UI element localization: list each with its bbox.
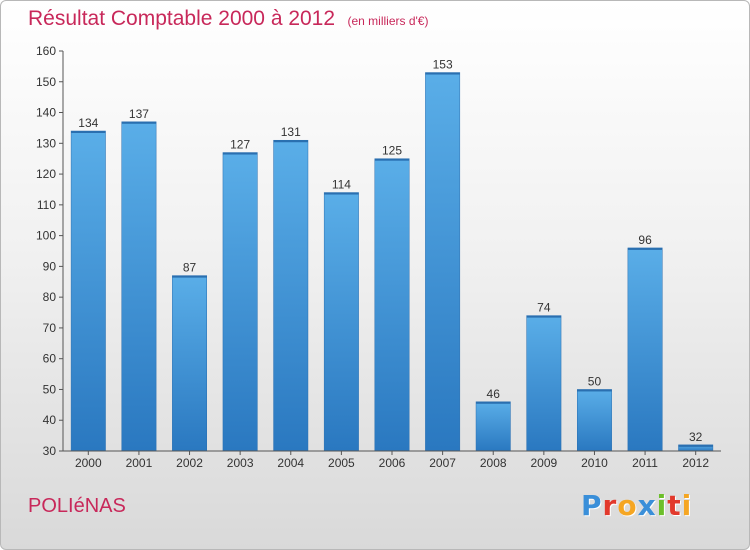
bar-2007	[425, 72, 461, 452]
bar-2010	[577, 389, 612, 452]
logo-letter: i	[681, 489, 693, 522]
data-label-2005: 114	[332, 178, 351, 192]
data-label-2008: 46	[487, 387, 501, 401]
y-tick-label: 80	[43, 290, 57, 304]
x-tick-label-2010: 2010	[581, 456, 608, 470]
bar-2008	[475, 401, 511, 452]
x-tick-label-2011: 2011	[632, 456, 658, 470]
logo-letter: x	[637, 489, 657, 522]
data-label-2003: 127	[230, 138, 250, 152]
x-tick-label-2006: 2006	[379, 456, 406, 470]
bar-cap-2009	[526, 315, 562, 318]
y-tick-label: 130	[36, 136, 56, 150]
x-tick-label-2009: 2009	[530, 456, 557, 470]
logo-letter: i	[656, 489, 668, 522]
x-tick-label-2007: 2007	[429, 456, 456, 470]
title-block: Résultat Comptable 2000 à 2012 (en milli…	[28, 7, 428, 31]
data-label-2000: 134	[78, 116, 98, 130]
data-label-2006: 125	[382, 144, 402, 158]
x-tick-label-2004: 2004	[277, 456, 304, 470]
data-label-2012: 32	[689, 430, 703, 444]
x-tick-label-2002: 2002	[176, 456, 203, 470]
bar-cap-2012	[678, 444, 713, 447]
proxiti-logo: Proxiti	[581, 489, 692, 522]
logo-letter: o	[617, 489, 638, 522]
bar-cap-2000	[71, 131, 106, 133]
y-tick-label: 160	[36, 44, 56, 58]
bar-2005	[323, 192, 359, 452]
y-tick-label: 60	[43, 352, 57, 366]
x-tick-label-2003: 2003	[227, 456, 254, 470]
data-label-2011: 96	[638, 233, 652, 247]
bar-cap-2004	[273, 140, 308, 143]
bar-cap-2011	[627, 247, 663, 250]
bar-2009	[526, 315, 562, 452]
bar-cap-2006	[374, 158, 410, 161]
y-tick-label: 110	[37, 198, 56, 212]
logo-letter: t	[667, 489, 682, 522]
bar-cap-2005	[324, 192, 359, 195]
y-tick-label: 90	[43, 259, 57, 273]
bar-2011	[627, 247, 663, 452]
bar-2004	[273, 139, 309, 452]
bar-cap-2010	[577, 389, 612, 392]
bar-cap-2001	[121, 121, 157, 124]
data-label-2001: 137	[129, 107, 149, 121]
x-tick-label-2012: 2012	[682, 456, 709, 470]
y-tick-label: 100	[36, 229, 56, 243]
y-tick-label: 150	[36, 75, 56, 89]
commune-name: POLIéNAS	[28, 495, 126, 517]
bar-2000	[70, 130, 106, 452]
data-label-2009: 74	[537, 301, 551, 315]
y-tick-label: 70	[43, 321, 57, 335]
x-tick-label-2001: 2001	[126, 456, 153, 470]
data-label-2002: 87	[183, 261, 197, 275]
y-axis: 30 40 50 60 70 80 90 100 110 120 130 140 150 160	[36, 44, 64, 458]
y-tick-label: 120	[36, 167, 56, 181]
bar-cap-2007	[425, 72, 460, 75]
bar-cap-2002	[172, 275, 207, 278]
x-tick-label-2000: 2000	[75, 456, 102, 470]
x-axis: 2000 2001 2002 2003 2004 2005 2006 2007 2008 2009…	[63, 450, 721, 470]
chart-subtitle: (en milliers d'€)	[347, 14, 429, 28]
x-tick-label-2005: 2005	[328, 456, 355, 470]
bar-cap-2008	[476, 401, 511, 404]
logo-letter: P	[581, 489, 603, 522]
data-label-2004: 131	[281, 125, 301, 139]
y-tick-label: 40	[43, 413, 57, 427]
y-tick-label: 50	[43, 382, 57, 396]
data-label-2010: 50	[588, 374, 602, 388]
bar-cap-2003	[222, 152, 258, 155]
chart-title: Résultat Comptable 2000 à 2012	[28, 7, 336, 30]
y-tick-label: 140	[36, 106, 56, 120]
bars: 134 137 87 127 131 114 125 153 46 74 50 96 32	[70, 58, 714, 452]
logo-letter: r	[602, 489, 618, 522]
x-tick-label-2008: 2008	[480, 456, 507, 470]
bar-2001	[121, 121, 157, 452]
y-tick-label: 30	[43, 444, 57, 458]
bar-2006	[374, 158, 410, 452]
bar-2002	[172, 275, 207, 452]
bar-2003	[222, 152, 258, 452]
data-label-2007: 153	[433, 58, 453, 72]
